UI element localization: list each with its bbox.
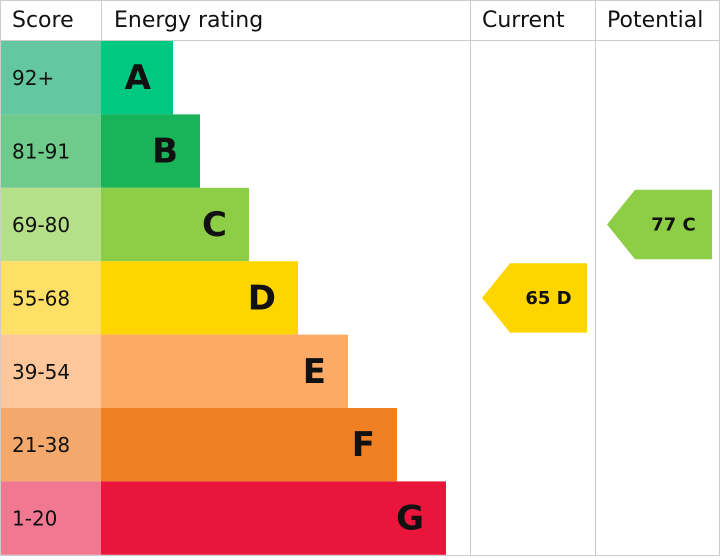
score-cell (1, 187, 101, 262)
potential-label: 77 C (651, 215, 696, 236)
header-rating: Energy rating (114, 8, 263, 33)
current-arrow (482, 263, 587, 333)
score-label: 81-91 (12, 140, 70, 164)
score-cell (1, 334, 101, 408)
rating-bar (101, 187, 249, 262)
score-cell (1, 261, 101, 335)
rating-letter: E (303, 352, 326, 392)
rating-bar (101, 114, 200, 188)
rating-letter: B (152, 132, 178, 172)
rating-letter: D (248, 278, 276, 318)
rating-bar (101, 408, 397, 482)
score-label: 69-80 (12, 213, 70, 237)
score-label: 92+ (12, 66, 54, 90)
score-label: 55-68 (12, 286, 70, 310)
header-potential: Potential (607, 8, 703, 33)
score-label: 39-54 (12, 360, 70, 384)
header-current: Current (482, 8, 565, 33)
score-cell (1, 41, 101, 115)
rating-letter: C (202, 205, 227, 245)
current-label: 65 D (525, 288, 571, 309)
rating-letter: F (352, 425, 375, 465)
potential-arrow (607, 189, 712, 260)
rating-bar (101, 334, 348, 408)
header-score: Score (12, 8, 74, 33)
score-cell (1, 114, 101, 188)
rating-bar (101, 481, 446, 555)
score-label: 21-38 (12, 433, 70, 457)
rating-bar (101, 261, 298, 335)
rating-bar (101, 41, 173, 115)
rating-letter: A (125, 58, 152, 98)
rating-letter: G (396, 499, 424, 539)
score-cell (1, 481, 101, 555)
score-cell (1, 408, 101, 482)
score-label: 1-20 (12, 507, 57, 531)
